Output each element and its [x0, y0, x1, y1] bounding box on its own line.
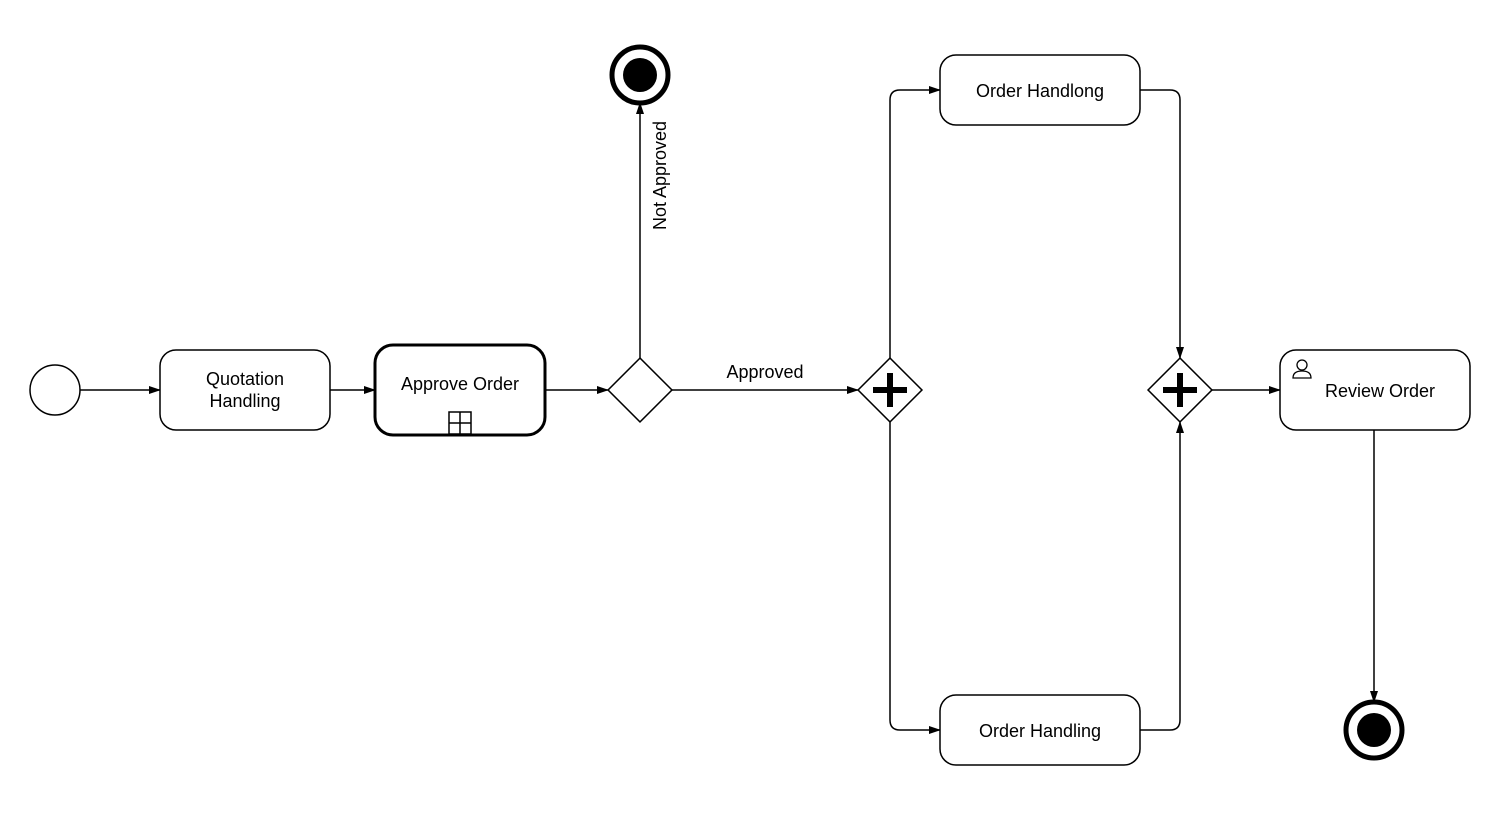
- edge-taskbot-parjoin: [1140, 422, 1180, 730]
- nodes: Quotation Handling Approve Order: [30, 47, 1470, 765]
- bpmn-diagram: Not Approved Approved Quotation Handling…: [0, 0, 1500, 823]
- task-order-handling: Order Handling: [940, 695, 1140, 765]
- edge-label-not-approved: Not Approved: [650, 121, 670, 230]
- end-event-not-approved: [612, 47, 668, 103]
- parallel-gateway-split: [858, 358, 922, 422]
- task-quotation-label-line1: Quotation: [206, 369, 284, 389]
- parallel-gateway-join: [1148, 358, 1212, 422]
- edge-parsplit-tasktop: [890, 90, 940, 358]
- edge-tasktop-parjoin: [1140, 90, 1180, 358]
- user-task-review-label: Review Order: [1325, 381, 1435, 401]
- task-quotation-label-line2: Handling: [209, 391, 280, 411]
- subprocess-marker-icon: [449, 412, 471, 434]
- end-event-final: [1346, 702, 1402, 758]
- edge-label-approved: Approved: [726, 362, 803, 382]
- task-order-handling-label: Order Handling: [979, 721, 1101, 741]
- task-order-handlong: Order Handlong: [940, 55, 1140, 125]
- task-quotation-handling: Quotation Handling: [160, 350, 330, 430]
- start-event: [30, 365, 80, 415]
- task-order-handlong-label: Order Handlong: [976, 81, 1104, 101]
- subprocess-approve-order: Approve Order: [375, 345, 545, 435]
- edge-parsplit-taskbot: [890, 422, 940, 730]
- exclusive-gateway: [608, 358, 672, 422]
- subprocess-approve-label: Approve Order: [401, 374, 519, 394]
- user-task-review-order: Review Order: [1280, 350, 1470, 430]
